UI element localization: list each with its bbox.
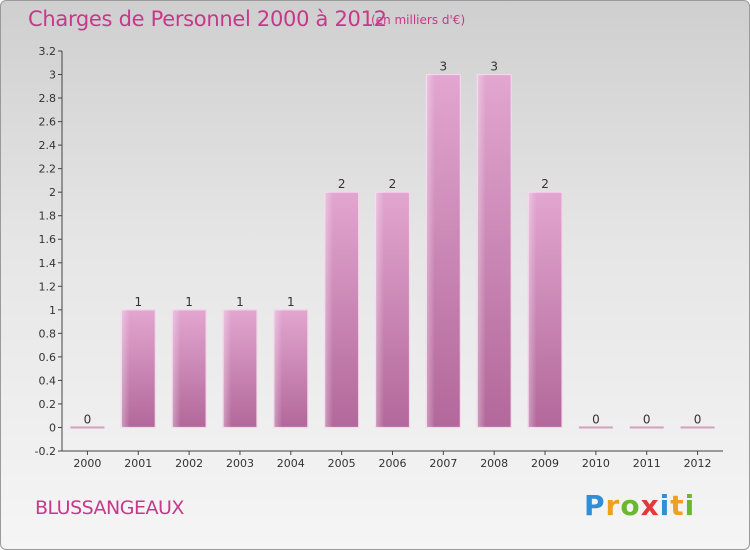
data-label: 2	[338, 177, 346, 191]
bar-highlight	[426, 74, 461, 428]
y-tick-label: 2.8	[39, 92, 57, 105]
data-label: 0	[84, 412, 92, 426]
axes: -0.2 0 0.2 0.4 0.6 0.8 1 1.2 1.4 1.6 1.8 2 2.2 2.4 2.6…	[35, 45, 723, 470]
data-label: 1	[236, 295, 244, 309]
bar-highlight	[477, 74, 512, 428]
data-label: 1	[287, 295, 295, 309]
data-label: 1	[185, 295, 193, 309]
data-label: 2	[389, 177, 397, 191]
y-tick-label: -0.2	[35, 445, 56, 458]
x-tick-label: 2008	[480, 457, 508, 470]
data-label: 0	[694, 412, 702, 426]
y-tick-label: 2	[49, 186, 56, 199]
y-tick-label: 2.6	[39, 116, 57, 129]
logo-letter: r	[605, 489, 621, 522]
bar-highlight	[222, 309, 257, 428]
x-tick-label: 2000	[73, 457, 101, 470]
data-label: 3	[440, 60, 448, 74]
data-label: 2	[541, 177, 549, 191]
y-tick-label: 0.4	[39, 374, 57, 387]
y-tick-label: 0	[49, 421, 56, 434]
bar	[70, 426, 105, 429]
x-tick-label: 2010	[582, 457, 610, 470]
chart-unit-label: (en milliers d'€)	[371, 13, 466, 27]
x-tick-label: 2002	[175, 457, 203, 470]
logo-letter: o	[620, 489, 641, 522]
data-label: 1	[134, 295, 142, 309]
data-label: 3	[490, 60, 498, 74]
x-tick-label: 2003	[226, 457, 254, 470]
x-tick-label: 2007	[429, 457, 457, 470]
logo-letter: i	[684, 489, 696, 522]
chart-title: Charges de Personnel 2000 à 2012	[28, 7, 387, 31]
logo-letter: P	[584, 489, 606, 522]
y-tick-label: 3	[49, 69, 56, 82]
x-tick-label: 2004	[277, 457, 305, 470]
y-tick-label: 1.6	[39, 233, 57, 246]
bar-highlight	[528, 192, 563, 428]
y-tick-label: 0.2	[39, 398, 57, 411]
logo-letter: x	[640, 489, 660, 522]
logo-letter: t	[670, 489, 685, 522]
bar-highlight	[172, 309, 207, 428]
x-tick-label: 2011	[633, 457, 661, 470]
bar-highlight	[375, 192, 410, 428]
y-tick-label: 2.2	[39, 163, 57, 176]
town-name: BLUSSANGEAUX	[35, 497, 184, 519]
x-tick-label: 2009	[531, 457, 559, 470]
bar	[629, 426, 664, 429]
y-tick-label: 3.2	[39, 45, 57, 58]
y-tick-label: 1.4	[39, 257, 57, 270]
x-tick-label: 2005	[328, 457, 356, 470]
x-tick-label: 2012	[684, 457, 712, 470]
y-tick-label: 1.2	[39, 280, 57, 293]
y-tick-label: 2.4	[39, 139, 57, 152]
bar	[578, 426, 613, 429]
x-tick-label: 2006	[379, 457, 407, 470]
y-tick-label: 0.6	[39, 351, 57, 364]
bar	[680, 426, 715, 429]
x-tick-label: 2001	[124, 457, 152, 470]
bar-highlight	[273, 309, 308, 428]
y-tick-label: 1.8	[39, 210, 57, 223]
proxiti-logo[interactable]: Proxiti	[584, 489, 695, 522]
data-label: 0	[592, 412, 600, 426]
logo-letter: i	[659, 489, 671, 522]
labels: 0 1 1 1 1 2 2 3 3 2 0 0 0	[84, 60, 702, 427]
data-label: 0	[643, 412, 651, 426]
y-tick-label: 1	[49, 304, 56, 317]
y-tick-label: 0.8	[39, 327, 57, 340]
bar-highlight	[324, 192, 359, 428]
bar-highlight	[121, 309, 156, 428]
bars	[70, 73, 715, 429]
